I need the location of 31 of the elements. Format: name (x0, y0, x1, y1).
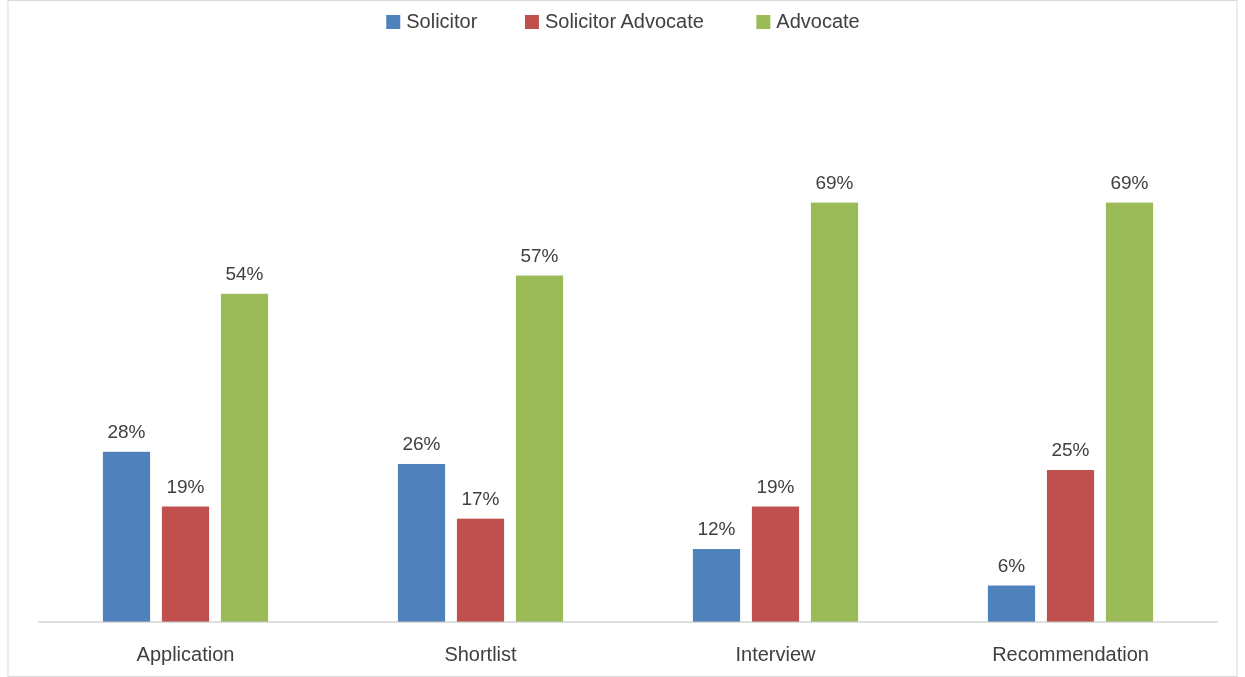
data-label: 25% (1051, 439, 1090, 461)
x-tick-label: Recommendation (992, 643, 1149, 665)
x-tick-label: Shortlist (444, 643, 518, 665)
data-label: 26% (402, 432, 441, 454)
legend-label: Advocate (776, 10, 860, 33)
data-label: 57% (520, 244, 559, 266)
bar (456, 518, 505, 622)
bar (751, 506, 800, 622)
bar (102, 451, 151, 622)
data-label: 69% (815, 171, 854, 193)
bar (161, 506, 210, 622)
x-tick-label: Interview (735, 643, 817, 665)
data-label: 12% (697, 518, 736, 540)
bar (987, 585, 1036, 622)
bar (692, 549, 741, 622)
data-label: 69% (1110, 171, 1149, 193)
data-label: 19% (166, 475, 205, 497)
data-label: 19% (756, 475, 795, 497)
bar (515, 275, 564, 622)
data-label: 6% (997, 554, 1026, 576)
legend-label: Solicitor (406, 10, 478, 33)
bar (810, 202, 859, 622)
bar (397, 463, 446, 622)
legend-label: Solicitor Advocate (544, 10, 704, 33)
bar (1105, 202, 1154, 622)
bar (1046, 470, 1095, 622)
data-label: 54% (225, 262, 264, 284)
x-tick-label: Application (136, 643, 235, 665)
bar (220, 293, 269, 622)
data-label: 17% (461, 487, 500, 509)
data-label: 28% (107, 420, 146, 442)
